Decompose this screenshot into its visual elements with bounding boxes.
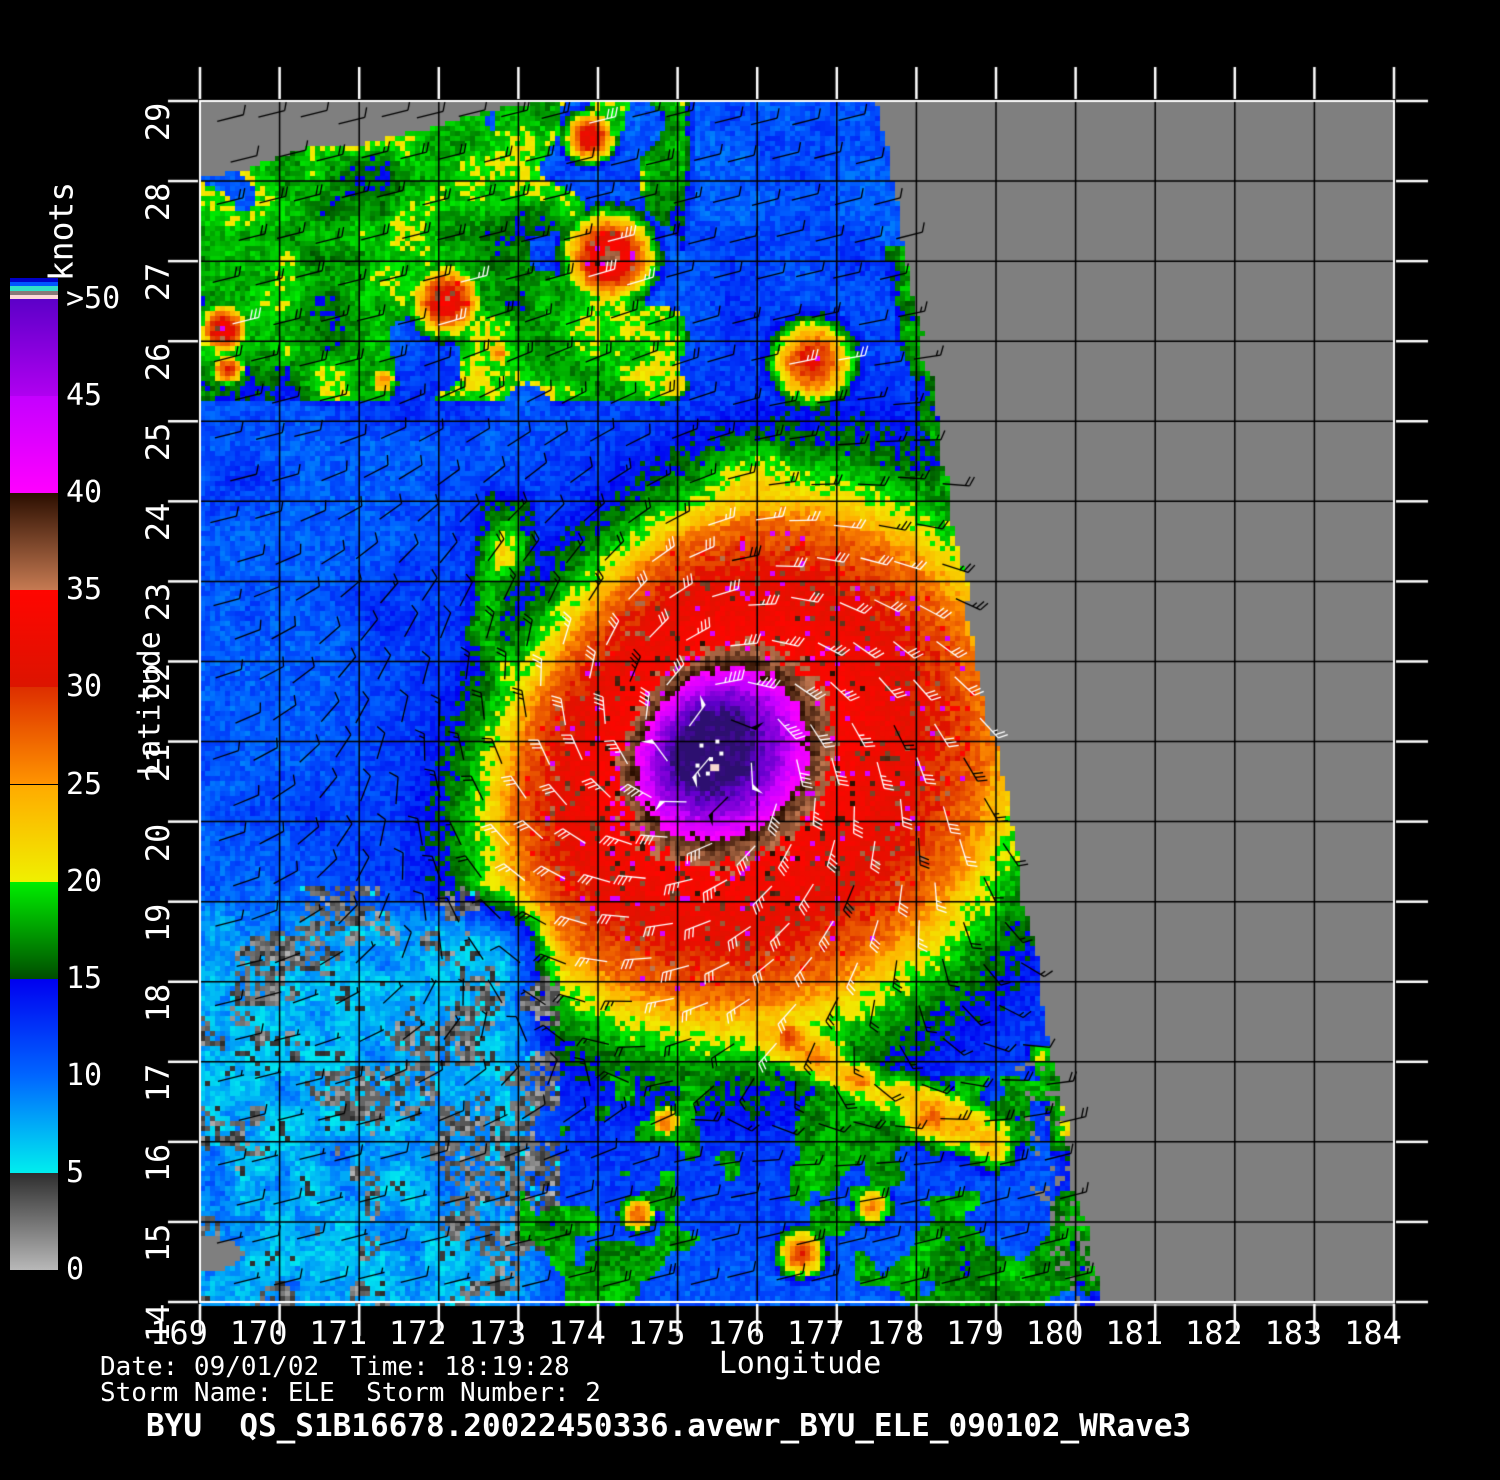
colorbar-band <box>10 784 58 882</box>
x-tick-label: 181 <box>1105 1314 1164 1352</box>
legend-value-label: 10 <box>66 1057 103 1093</box>
y-tick-label: 15 <box>139 1223 177 1263</box>
y-tick-label: 16 <box>139 1143 177 1183</box>
y-tick-label: 29 <box>139 102 177 142</box>
colorbar-band <box>10 687 58 785</box>
legend-value-label: 25 <box>66 766 103 802</box>
colorbar-stripe <box>10 286 58 291</box>
legend-value-label: 30 <box>66 669 103 705</box>
colorbar-band <box>10 881 58 979</box>
x-tick-label: 182 <box>1184 1314 1243 1352</box>
colorbar-band <box>10 493 58 591</box>
storm-info-line: Storm Name: ELE Storm Number: 2 <box>100 1378 601 1408</box>
y-tick-label: 20 <box>139 823 177 862</box>
legend-value-label: 15 <box>66 960 103 996</box>
x-tick-label: 175 <box>627 1314 686 1352</box>
legend-value-label: 35 <box>66 572 103 608</box>
x-tick-label: 179 <box>946 1314 1004 1352</box>
legend-title: knots <box>41 181 81 282</box>
y-tick-label: 17 <box>139 1063 177 1103</box>
legend-value-label: 0 <box>66 1252 85 1287</box>
x-tick-label: 176 <box>707 1314 766 1352</box>
legend-value-label: 20 <box>66 863 103 899</box>
x-tick-label: 180 <box>1025 1314 1084 1352</box>
y-tick-label: 19 <box>139 903 177 942</box>
x-tick-label: 172 <box>388 1314 447 1352</box>
colorbar-band <box>10 590 58 688</box>
colorbar-band <box>10 978 58 1076</box>
date-time-line: Date: 09/01/02 Time: 18:19:28 <box>100 1352 570 1382</box>
legend-value-label: 45 <box>66 378 103 414</box>
x-axis-title: Longitude <box>718 1346 882 1381</box>
colorbar-band <box>10 396 58 494</box>
x-tick-label: 169 <box>150 1314 208 1352</box>
x-tick-label: 173 <box>468 1314 527 1352</box>
x-tick-label: 171 <box>309 1314 368 1352</box>
x-tick-label: 170 <box>229 1314 288 1352</box>
x-tick-label: 183 <box>1264 1314 1323 1352</box>
y-tick-label: 26 <box>139 342 177 382</box>
legend-value-label: 5 <box>66 1154 85 1190</box>
y-tick-label: 23 <box>139 583 177 622</box>
legend-value-label: >50 <box>66 281 121 316</box>
x-tick-label: 184 <box>1344 1314 1402 1352</box>
y-tick-label: 24 <box>139 503 177 542</box>
y-tick-label: 25 <box>139 423 177 462</box>
x-tick-label: 178 <box>866 1314 925 1352</box>
y-tick-label: 28 <box>139 182 177 222</box>
x-tick-label: 177 <box>786 1314 845 1352</box>
y-tick-label: 14 <box>139 1303 177 1343</box>
colorbar-stripe <box>10 294 58 299</box>
y-tick-label: 18 <box>139 983 177 1022</box>
plot-title: BYU QS_S1B16678.20022450336.avewr_BYU_EL… <box>146 1408 1192 1444</box>
colorbar-stripe <box>10 278 58 283</box>
colorbar-band <box>10 1172 58 1270</box>
x-tick-label: 174 <box>548 1314 606 1352</box>
y-tick-label: 27 <box>139 262 177 302</box>
legend-value-label: 40 <box>66 475 103 511</box>
colorbar-band <box>10 1075 58 1173</box>
y-axis-title: Latitude <box>132 631 168 776</box>
colorbar-stripe <box>10 290 58 295</box>
colorbar-stripe <box>10 282 58 287</box>
colorbar-band <box>10 299 58 397</box>
